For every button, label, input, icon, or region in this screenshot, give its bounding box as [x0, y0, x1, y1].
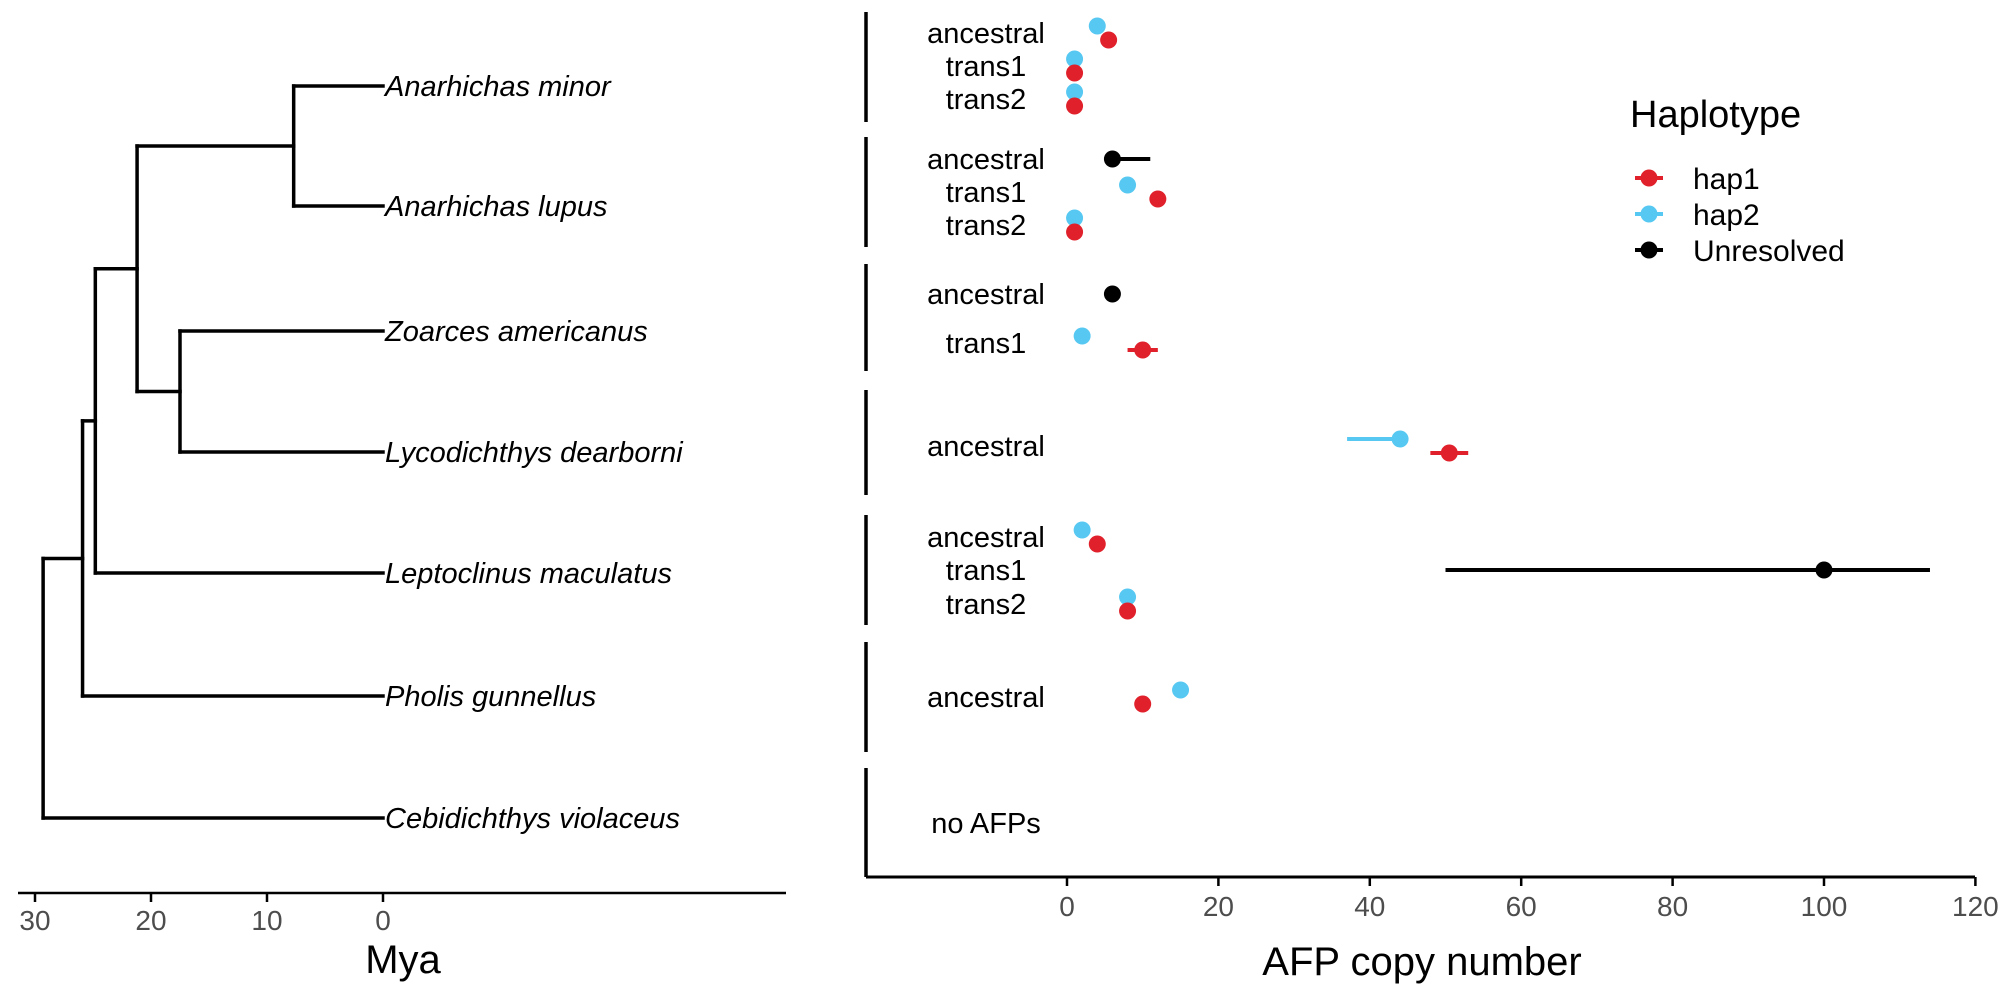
- row-label-no-afps: no AFPs: [931, 808, 1041, 840]
- point-hap1: [1100, 31, 1118, 49]
- point-unresolved: [1103, 285, 1121, 303]
- row-label-ancestral: ancestral: [927, 682, 1045, 714]
- tip-label-pholis-gunnellus: Pholis gunnellus: [385, 681, 596, 713]
- row-label-trans1: trans1: [946, 555, 1027, 587]
- row-label-trans1: trans1: [946, 51, 1027, 83]
- plot-x-tick-label: 120: [1952, 891, 1999, 922]
- row-label-ancestral: ancestral: [927, 18, 1045, 50]
- row-label-trans2: trans2: [946, 84, 1027, 116]
- tree-x-tick-label: 30: [19, 905, 50, 936]
- point-unresolved: [1815, 561, 1833, 579]
- tip-label-lycodichthys-dearborni: Lycodichthys dearborni: [385, 437, 684, 469]
- point-hap2: [1066, 209, 1084, 227]
- afp-copy-number-panel: ancestraltrans1trans2ancestraltrans1tran…: [864, 12, 1999, 984]
- plot-x-tick-label: 100: [1801, 891, 1848, 922]
- row-label-trans1: trans1: [946, 328, 1027, 360]
- point-hap1: [1066, 64, 1084, 82]
- point-hap1: [1066, 97, 1084, 115]
- plot-x-tick-label: 40: [1354, 891, 1385, 922]
- legend-label: hap1: [1693, 163, 1760, 196]
- plot-x-tick-label: 60: [1506, 891, 1537, 922]
- point-hap2: [1172, 681, 1190, 699]
- point-hap1: [1134, 341, 1152, 359]
- point-hap2: [1119, 176, 1137, 194]
- legend-key-dot: [1640, 241, 1658, 259]
- row-label-trans2: trans2: [946, 589, 1027, 621]
- point-hap1: [1134, 695, 1152, 713]
- row-label-ancestral: ancestral: [927, 144, 1045, 176]
- species-group-pholis-gunnellus: ancestral: [864, 642, 1190, 752]
- row-label-trans2: trans2: [946, 210, 1027, 242]
- legend-title: Haplotype: [1630, 94, 1801, 136]
- point-unresolved: [1103, 150, 1121, 168]
- point-hap2: [1391, 430, 1409, 448]
- point-hap1: [1149, 190, 1167, 208]
- tip-label-leptoclinus-maculatus: Leptoclinus maculatus: [385, 558, 672, 590]
- point-hap2: [1088, 17, 1106, 35]
- point-hap2: [1066, 50, 1084, 68]
- species-group-zoarces-americanus: ancestral trans1: [864, 264, 1158, 371]
- tree-x-tick-label: 10: [251, 905, 282, 936]
- species-group-lycodichthys-dearborni: ancestral: [864, 390, 1469, 495]
- row-label-ancestral: ancestral: [927, 279, 1045, 311]
- legend-item-unresolved: Unresolved: [1635, 235, 1845, 268]
- legend-label: Unresolved: [1693, 235, 1845, 268]
- legend-label: hap2: [1693, 199, 1760, 232]
- plot-x-tick-label: 80: [1657, 891, 1688, 922]
- point-hap2: [1066, 83, 1084, 101]
- species-group-cebidichthys-violaceus: no AFPs: [864, 768, 1041, 877]
- row-label-ancestral: ancestral: [927, 431, 1045, 463]
- tip-label-zoarces-americanus: Zoarces americanus: [384, 316, 648, 348]
- point-hap1: [1066, 223, 1084, 241]
- legend-key-dot: [1640, 169, 1658, 187]
- point-hap2: [1073, 327, 1091, 345]
- tip-label-cebidichthys-violaceus: Cebidichthys violaceus: [385, 803, 680, 835]
- plot-x-tick-label: 20: [1203, 891, 1234, 922]
- phylogenetic-tree-panel: Anarhichas minor Anarhichas lupus Zoarces …: [18, 71, 786, 982]
- point-hap1: [1119, 602, 1137, 620]
- tree-x-tick-label: 0: [375, 905, 391, 936]
- legend-item-hap2: hap2: [1635, 199, 1760, 232]
- row-label-trans1: trans1: [946, 177, 1027, 209]
- legend-key-dot: [1640, 205, 1658, 223]
- point-hap1: [1088, 535, 1106, 553]
- tip-label-anarhichas-minor: Anarhichas minor: [383, 71, 612, 103]
- point-hap1: [1440, 444, 1458, 462]
- row-label-ancestral: ancestral: [927, 522, 1045, 554]
- tree-x-axis-title: Mya: [365, 938, 441, 982]
- tip-label-anarhichas-lupus: Anarhichas lupus: [383, 191, 607, 223]
- legend-item-hap1: hap1: [1635, 163, 1760, 196]
- point-hap2: [1119, 588, 1137, 606]
- tree-x-tick-label: 20: [135, 905, 166, 936]
- plot-x-tick-label: 0: [1059, 891, 1075, 922]
- point-hap2: [1073, 521, 1091, 539]
- plot-x-axis-title: AFP copy number: [1262, 940, 1581, 984]
